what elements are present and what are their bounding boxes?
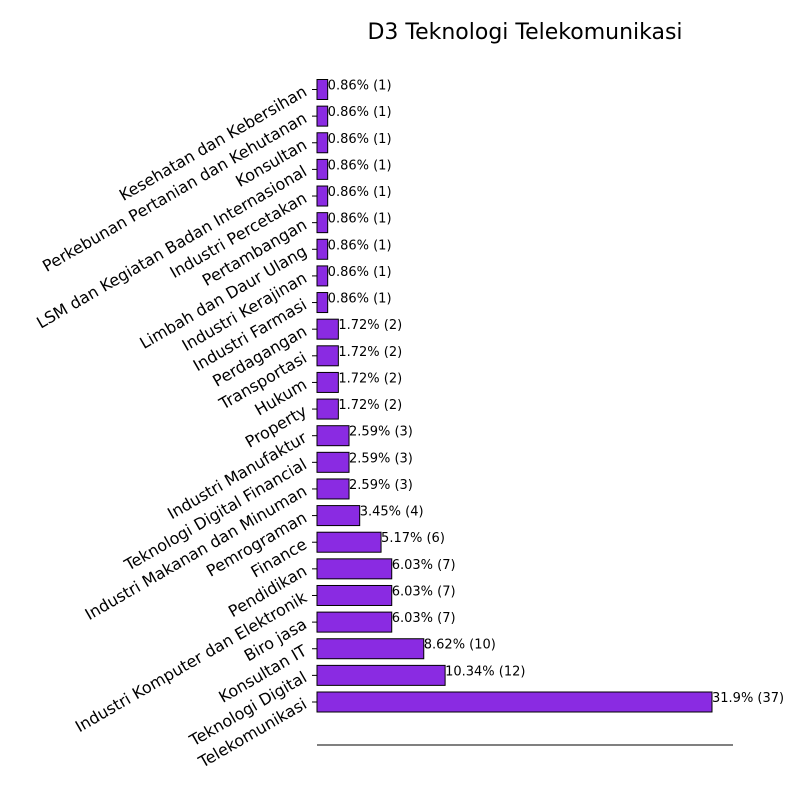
data-label: 1.72% (2) — [338, 371, 402, 386]
data-label: 2.59% (3) — [349, 478, 413, 493]
data-label: 10.34% (12) — [445, 664, 525, 679]
bar — [316, 611, 393, 633]
data-label: 2.59% (3) — [349, 425, 413, 440]
bar — [316, 425, 350, 447]
data-label: 6.03% (7) — [392, 558, 456, 573]
bar — [316, 451, 350, 473]
bar — [316, 345, 339, 367]
data-label: 31.9% (37) — [712, 691, 784, 706]
bar — [316, 584, 393, 606]
bar — [316, 318, 339, 340]
data-labels: 0.86% (1) 0.86% (1) 0.86% (1) 0.86% (1) 0.86… — [328, 79, 784, 707]
bar — [316, 531, 382, 553]
data-label: 5.17% (6) — [381, 531, 445, 546]
bar — [316, 371, 339, 393]
bar — [316, 132, 329, 154]
data-label: 0.86% (1) — [328, 265, 392, 280]
bar — [316, 105, 329, 127]
chart-title: D3 Teknologi Telekomunikasi — [367, 20, 682, 45]
data-label: 6.03% (7) — [392, 611, 456, 626]
data-label: 0.86% (1) — [328, 79, 392, 94]
data-label: 0.86% (1) — [328, 238, 392, 253]
data-label: 0.86% (1) — [328, 132, 392, 147]
data-label: 0.86% (1) — [328, 185, 392, 200]
data-label: 0.86% (1) — [328, 158, 392, 173]
bar — [316, 292, 329, 314]
bars-group — [316, 79, 713, 713]
bar — [316, 265, 329, 287]
bar — [316, 158, 329, 180]
bar — [316, 478, 350, 500]
bar — [316, 664, 446, 686]
data-label: 0.86% (1) — [328, 212, 392, 227]
bar — [316, 212, 329, 234]
data-label: 0.86% (1) — [328, 105, 392, 120]
bar — [316, 238, 329, 260]
bar — [316, 691, 713, 713]
data-label: 1.72% (2) — [338, 398, 402, 413]
data-label: 2.59% (3) — [349, 451, 413, 466]
data-label: 6.03% (7) — [392, 584, 456, 599]
bar — [316, 638, 425, 660]
bar — [316, 505, 361, 527]
bar — [316, 398, 339, 420]
data-label: 1.72% (2) — [338, 345, 402, 360]
data-label: 8.62% (10) — [424, 638, 496, 653]
data-label: 0.86% (1) — [328, 292, 392, 307]
data-label: 3.45% (4) — [360, 505, 424, 520]
data-label: 1.72% (2) — [338, 318, 402, 333]
bar — [316, 558, 393, 580]
bar — [316, 185, 329, 207]
bar — [316, 79, 329, 100]
